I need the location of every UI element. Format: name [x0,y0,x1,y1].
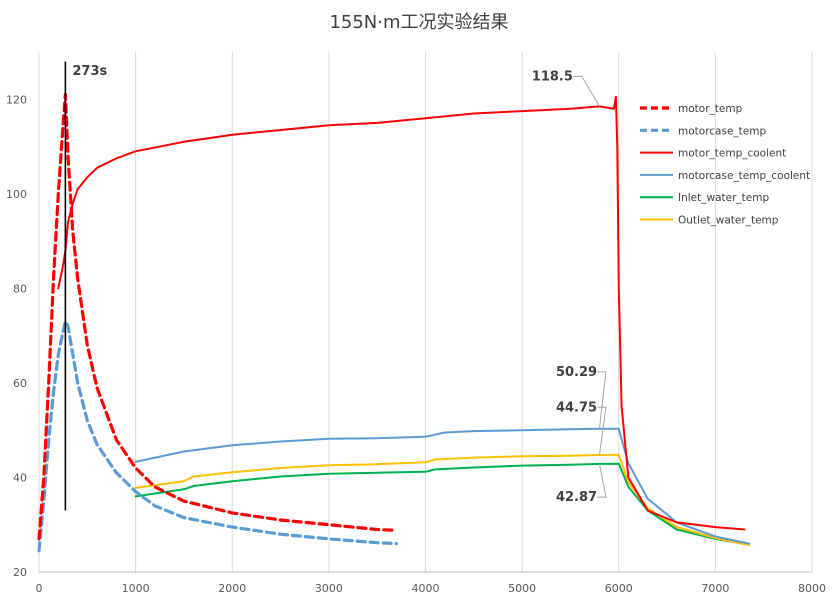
legend-item-label: motorcase_temp_coolent [678,170,810,182]
annotation-leader-line [596,463,607,498]
x-tick-label: 6000 [605,582,633,595]
x-tick-label: 0 [36,582,43,595]
annotation-label: 273s [72,64,107,79]
chart-title: 155N·m工况实验结果 [329,12,508,33]
series-line-motor-temp-coolent [57,95,746,531]
y-tick-label: 80 [13,282,27,295]
y-tick-label: 60 [13,377,27,390]
x-tick-label: 1000 [122,582,150,595]
series-line-outlet-water-temp [134,453,751,547]
annotation-leader-line [572,75,600,107]
annotation-label: 44.75 [556,400,597,415]
x-tick-label: 8000 [798,582,826,595]
axes: 0 1000 2000 3000 4000 5000 6000 7000 8000 20 40 60 8… [6,93,826,595]
grid [38,52,813,572]
series-line-motorcase-temp-coolent [134,427,751,545]
annotation-leader-line [596,371,607,429]
series-line-inlet-water-temp [134,462,751,546]
x-tick-label: 7000 [701,582,729,595]
x-tick-label: 3000 [315,582,343,595]
legend-item-label: Inlet_water_temp [678,192,769,204]
series-line-motorcase-temp [37,319,399,553]
y-tick-label: 100 [6,188,27,201]
x-tick-label: 4000 [412,582,440,595]
annotation-leader-line [596,406,607,456]
annotation-layer: 273s 118.5 50.29 44.75 42.87 [64,61,607,511]
legend-item-label: motorcase_temp [678,125,766,137]
x-tick-label: 5000 [508,582,536,595]
y-tick-label: 120 [6,93,27,106]
legend: motor_temp motorcase_temp motor_temp_coole… [640,103,810,227]
legend-item-label: motor_temp [678,103,743,115]
annotation-label: 118.5 [532,69,573,84]
series-line-motor-temp [37,92,399,541]
y-tick-label: 20 [13,566,27,579]
annotation-label: 42.87 [556,490,597,505]
legend-item-label: motor_temp_coolent [678,148,786,160]
x-tick-label: 2000 [218,582,246,595]
legend-item-label: Outlet_water_temp [678,215,779,227]
series-layer [37,92,751,553]
y-tick-label: 40 [13,471,27,484]
annotation-label: 50.29 [556,365,597,380]
